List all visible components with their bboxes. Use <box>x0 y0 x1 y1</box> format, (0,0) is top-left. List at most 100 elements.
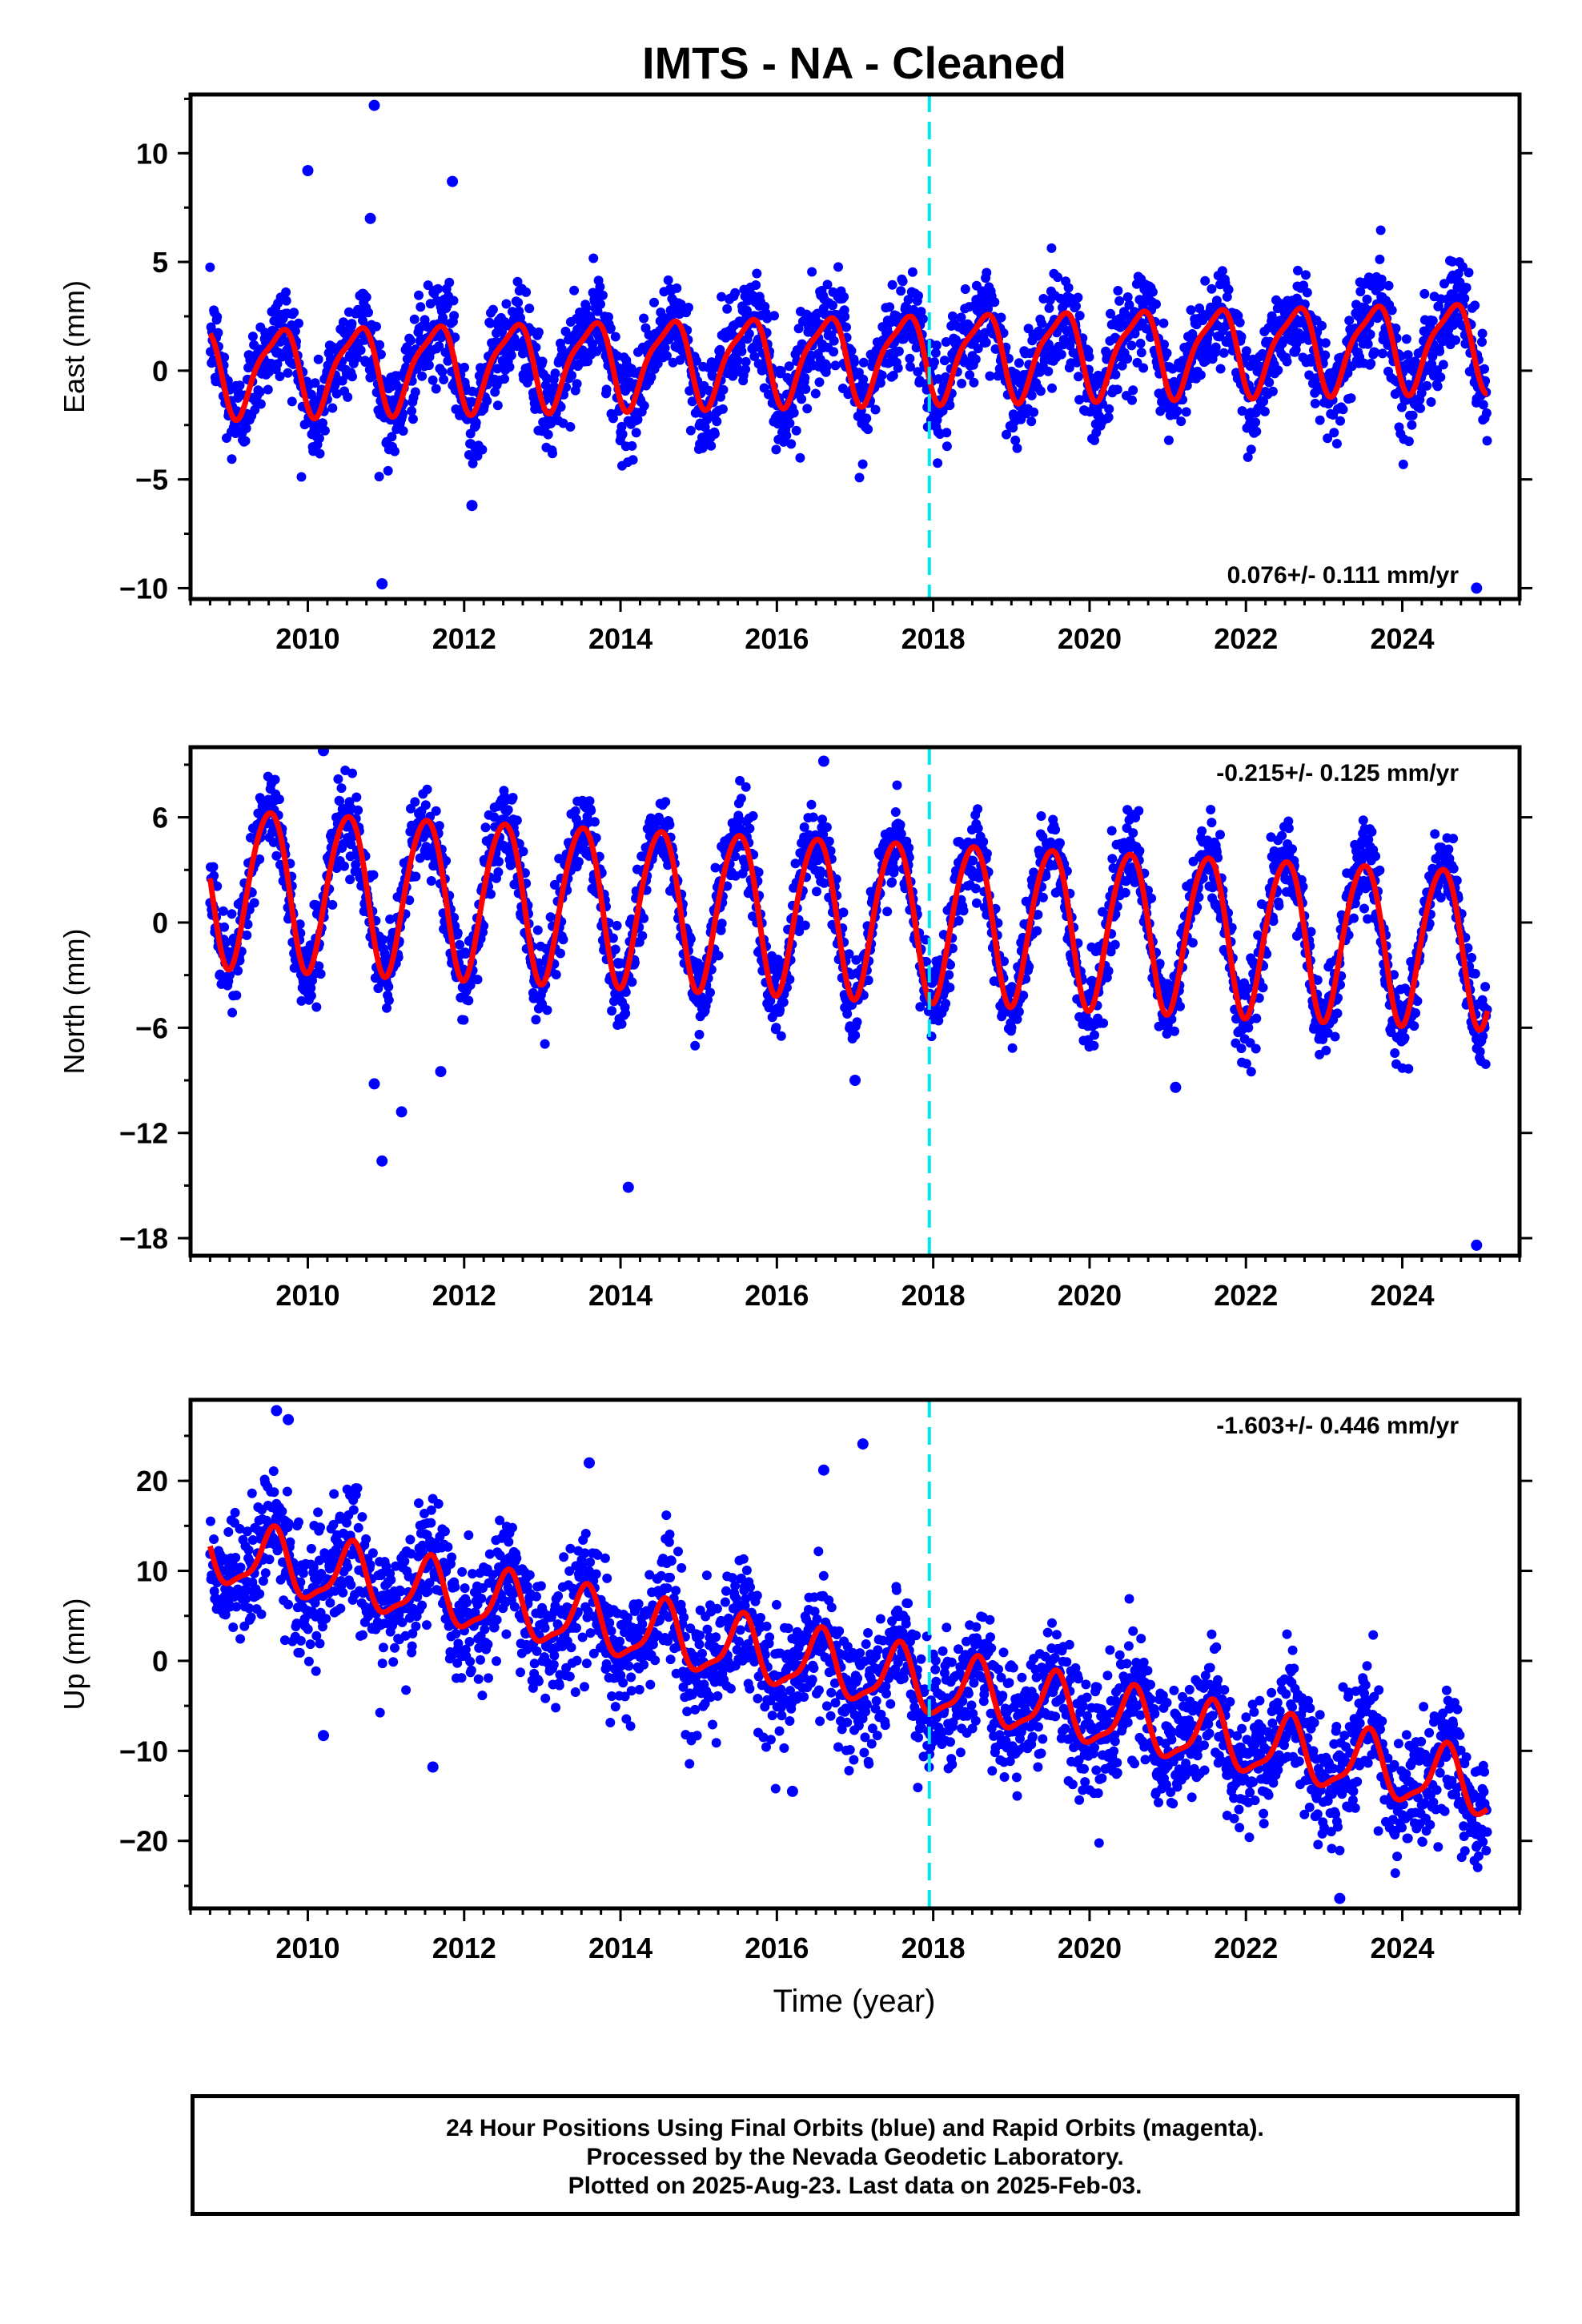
data-point <box>1365 329 1375 340</box>
data-point <box>437 367 448 377</box>
data-point <box>1432 381 1443 392</box>
data-point <box>1478 400 1488 410</box>
data-point <box>801 384 811 394</box>
data-point <box>345 875 355 885</box>
data-point <box>319 425 330 436</box>
data-point <box>752 268 762 279</box>
data-point <box>205 262 215 272</box>
data-point <box>970 354 981 364</box>
data-point <box>824 836 834 846</box>
data-point <box>639 400 649 411</box>
data-point <box>270 774 280 785</box>
data-point <box>627 440 637 451</box>
data-point <box>930 357 939 368</box>
data-point <box>632 415 643 424</box>
data-point <box>708 371 717 381</box>
data-point <box>1320 350 1331 360</box>
data-point <box>431 806 441 816</box>
data-point <box>213 328 223 338</box>
data-point <box>672 283 682 293</box>
data-point <box>849 357 859 368</box>
data-point <box>314 433 324 444</box>
data-point <box>1427 352 1438 362</box>
data-point <box>1383 280 1394 291</box>
data-point <box>1126 340 1137 351</box>
data-point <box>730 287 741 298</box>
data-point <box>347 319 357 329</box>
data-point <box>422 784 432 794</box>
data-point <box>857 459 868 469</box>
data-point <box>1243 452 1253 462</box>
data-point <box>406 336 416 346</box>
data-point <box>1074 372 1083 382</box>
data-point <box>610 944 620 955</box>
data-point <box>424 360 434 371</box>
outlier-point <box>376 578 388 589</box>
data-point <box>347 768 357 778</box>
data-point <box>1029 407 1039 417</box>
data-point <box>1259 406 1270 416</box>
data-point <box>978 837 989 847</box>
data-point <box>219 352 230 363</box>
data-point <box>1136 348 1146 358</box>
data-point <box>1416 388 1427 398</box>
data-point <box>1089 1040 1099 1051</box>
data-point <box>433 283 444 294</box>
data-point <box>938 406 948 416</box>
data-point <box>423 280 433 291</box>
data-point <box>1038 892 1048 903</box>
data-point <box>1415 403 1425 413</box>
data-point <box>449 311 460 321</box>
data-point <box>830 360 841 371</box>
data-point <box>717 404 728 414</box>
data-point <box>426 876 436 886</box>
data-point <box>452 928 463 938</box>
data-point <box>781 430 792 440</box>
data-point <box>1306 356 1316 367</box>
data-point <box>800 920 810 931</box>
data-point <box>1217 266 1227 276</box>
data-point <box>601 384 612 395</box>
data-point <box>663 275 673 285</box>
data-point <box>1010 435 1021 445</box>
data-point <box>355 345 366 356</box>
data-point <box>306 991 316 1001</box>
data-point <box>1302 287 1312 298</box>
data-point <box>807 267 817 277</box>
data-point <box>533 327 544 337</box>
data-point <box>1375 225 1386 235</box>
data-point <box>459 1015 469 1025</box>
data-point <box>1267 386 1278 396</box>
data-point <box>263 384 273 395</box>
data-point <box>942 441 952 452</box>
data-point <box>717 919 727 929</box>
data-point <box>895 819 905 830</box>
data-point <box>1197 826 1207 836</box>
data-point <box>448 296 459 306</box>
data-point <box>1477 337 1487 347</box>
data-point <box>383 982 394 992</box>
data-point <box>255 387 265 397</box>
data-point <box>1451 335 1461 345</box>
data-point <box>493 867 504 877</box>
data-point <box>1114 296 1125 306</box>
data-point <box>1074 311 1085 321</box>
data-point <box>1211 296 1222 306</box>
data-point <box>1397 402 1407 412</box>
data-point <box>503 805 513 815</box>
data-point <box>822 279 833 290</box>
data-point <box>965 370 975 380</box>
data-point <box>846 346 857 356</box>
data-point <box>1401 334 1411 344</box>
data-point <box>980 328 990 338</box>
data-point <box>1251 426 1262 436</box>
data-point <box>310 378 320 388</box>
data-point <box>1122 292 1133 302</box>
data-point <box>916 307 926 317</box>
data-point <box>477 444 488 455</box>
data-point <box>1344 316 1355 326</box>
data-point <box>722 304 733 314</box>
data-point <box>1113 286 1123 296</box>
data-point <box>1403 436 1414 447</box>
data-point <box>1207 283 1217 294</box>
